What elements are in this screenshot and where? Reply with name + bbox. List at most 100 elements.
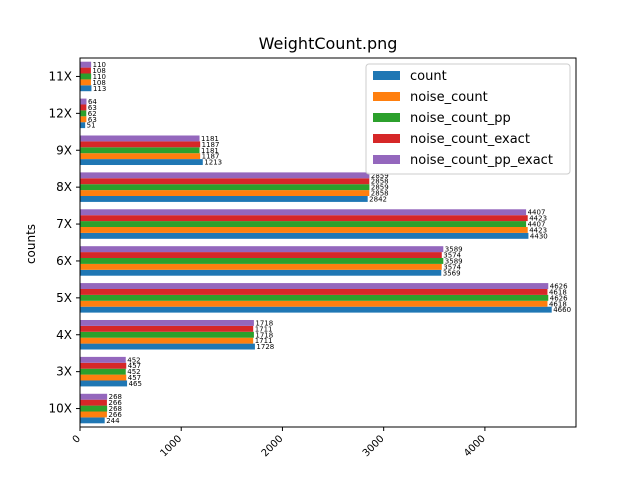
- bar-noise_count-6X: [80, 263, 442, 270]
- bar-count-7X: [80, 232, 529, 239]
- value-label-noise_count_exact-12X: 63: [88, 104, 97, 112]
- bar-noise_count_exact-4X: [80, 325, 254, 332]
- bar-count-10X: [80, 417, 105, 424]
- value-label-noise_count_pp_exact-3X: 452: [127, 356, 140, 364]
- value-label-noise_count_pp_exact-5X: 4626: [550, 283, 568, 291]
- bar-noise_count_exact-9X: [80, 141, 201, 148]
- value-label-noise_count-10X: 266: [108, 411, 122, 419]
- bar-noise_count_pp-10X: [80, 405, 108, 412]
- bar-noise_count_pp_exact-11X: [80, 61, 92, 68]
- bar-noise_count-4X: [80, 337, 254, 344]
- bar-noise_count_pp_exact-4X: [80, 319, 254, 326]
- chart-title: WeightCount.png: [259, 34, 398, 53]
- legend-swatch-count: [373, 71, 400, 80]
- value-label-noise_count_exact-8X: 2858: [371, 178, 389, 186]
- bar-count-6X: [80, 269, 442, 276]
- value-label-count-6X: 3569: [443, 269, 461, 277]
- value-label-noise_count_pp-4X: 1718: [255, 331, 273, 339]
- bar-noise_count-8X: [80, 190, 370, 197]
- value-label-count-9X: 1213: [204, 159, 222, 167]
- bar-noise_count_pp-12X: [80, 110, 87, 117]
- bar-noise_count-11X: [80, 79, 91, 86]
- value-label-noise_count_pp-11X: 110: [93, 73, 106, 81]
- value-label-noise_count_pp_exact-10X: 268: [109, 393, 122, 401]
- value-label-noise_count_pp_exact-12X: 64: [88, 98, 97, 106]
- legend-label-count: count: [410, 69, 447, 84]
- value-label-noise_count-11X: 108: [92, 79, 105, 87]
- bar-count-9X: [80, 159, 203, 166]
- value-label-count-11X: 113: [93, 85, 106, 93]
- value-label-noise_count_pp_exact-6X: 3589: [445, 246, 463, 254]
- value-label-noise_count_exact-10X: 266: [108, 399, 122, 407]
- y-tick-label-8X: 8X: [56, 180, 72, 194]
- bar-noise_count-9X: [80, 153, 201, 160]
- bar-noise_count_pp-3X: [80, 368, 126, 375]
- bar-noise_count_pp_exact-7X: [80, 209, 527, 216]
- value-label-noise_count-9X: 1187: [202, 153, 220, 161]
- legend-label-noise_count_pp_exact: noise_count_pp_exact: [410, 153, 553, 168]
- x-tick-label-4000: 4000: [462, 433, 488, 459]
- bar-noise_count_exact-6X: [80, 252, 442, 258]
- y-tick-label-3X: 3X: [56, 365, 72, 379]
- value-label-noise_count_pp-10X: 268: [109, 405, 122, 413]
- legend-label-noise_count_exact: noise_count_exact: [410, 132, 530, 147]
- value-label-noise_count_pp-6X: 3589: [445, 257, 463, 265]
- value-label-noise_count_pp_exact-4X: 1718: [255, 319, 273, 327]
- legend: count noise_count noise_count_pp noise_coun…: [365, 63, 571, 175]
- value-label-count-3X: 465: [129, 380, 142, 388]
- value-label-count-8X: 2842: [369, 195, 387, 203]
- value-label-noise_count_exact-9X: 1187: [202, 141, 220, 149]
- bar-noise_count_pp-11X: [80, 73, 92, 80]
- value-label-count-10X: 244: [106, 417, 120, 425]
- bar-noise_count_pp_exact-8X: [80, 172, 370, 179]
- x-tick-label-1000: 1000: [158, 433, 184, 459]
- value-label-noise_count_pp_exact-7X: 4407: [528, 209, 546, 217]
- value-label-noise_count-8X: 2858: [371, 190, 389, 198]
- x-tick-label-2000: 2000: [260, 433, 286, 459]
- x-tick-label-3000: 3000: [361, 433, 387, 459]
- value-label-noise_count_exact-3X: 457: [128, 362, 141, 370]
- value-label-noise_count-7X: 4423: [529, 226, 547, 234]
- value-label-noise_count_exact-4X: 1711: [255, 325, 273, 333]
- value-label-noise_count_pp-3X: 452: [127, 368, 140, 376]
- bar-count-5X: [80, 306, 552, 313]
- y-tick-label-6X: 6X: [56, 254, 72, 268]
- legend-box: [365, 63, 571, 175]
- value-label-noise_count-4X: 1711: [255, 337, 273, 345]
- bar-noise_count_pp_exact-5X: [80, 283, 549, 289]
- bar-noise_count_exact-8X: [80, 178, 370, 185]
- bar-noise_count-5X: [80, 300, 548, 307]
- y-tick-label-12X: 12X: [49, 106, 73, 120]
- bar-noise_count_exact-5X: [80, 288, 548, 295]
- y-tick-label-5X: 5X: [56, 291, 72, 305]
- y-tick-label-7X: 7X: [56, 217, 72, 231]
- y-axis-label: counts: [24, 224, 38, 264]
- bar-noise_count_pp_exact-3X: [80, 356, 126, 363]
- x-tick-label-0: 0: [71, 433, 83, 445]
- bar-noise_count_exact-3X: [80, 362, 127, 369]
- legend-swatch-noise_count_pp_exact: [373, 155, 400, 164]
- value-label-noise_count_exact-11X: 108: [92, 67, 105, 75]
- bar-noise_count-12X: [80, 116, 87, 123]
- bar-noise_count_pp_exact-12X: [80, 98, 87, 105]
- value-label-noise_count_exact-7X: 4423: [529, 215, 547, 223]
- bar-noise_count_exact-7X: [80, 215, 528, 222]
- bar-noise_count_pp-7X: [80, 221, 527, 228]
- value-label-noise_count_pp-12X: 62: [88, 110, 97, 118]
- y-tick-label-4X: 4X: [56, 328, 72, 342]
- value-labels-group: 2442662682662684654574524574521728171117…: [87, 61, 571, 425]
- x-axis-ticks: 0 1000 2000 3000 4000: [71, 427, 488, 459]
- bar-count-11X: [80, 85, 92, 92]
- bar-noise_count_pp_exact-10X: [80, 393, 108, 400]
- value-label-noise_count_pp_exact-8X: 2859: [371, 172, 389, 180]
- bar-noise_count_exact-11X: [80, 67, 91, 74]
- value-label-noise_count_pp-7X: 4407: [528, 221, 546, 229]
- value-label-count-12X: 51: [87, 122, 96, 130]
- value-label-noise_count_pp-9X: 1181: [201, 147, 219, 155]
- bar-noise_count-10X: [80, 411, 107, 418]
- legend-swatch-noise_count: [373, 92, 400, 101]
- bars-group: [80, 61, 552, 424]
- bar-noise_count_pp-5X: [80, 294, 549, 301]
- value-label-noise_count_pp_exact-11X: 110: [93, 61, 106, 69]
